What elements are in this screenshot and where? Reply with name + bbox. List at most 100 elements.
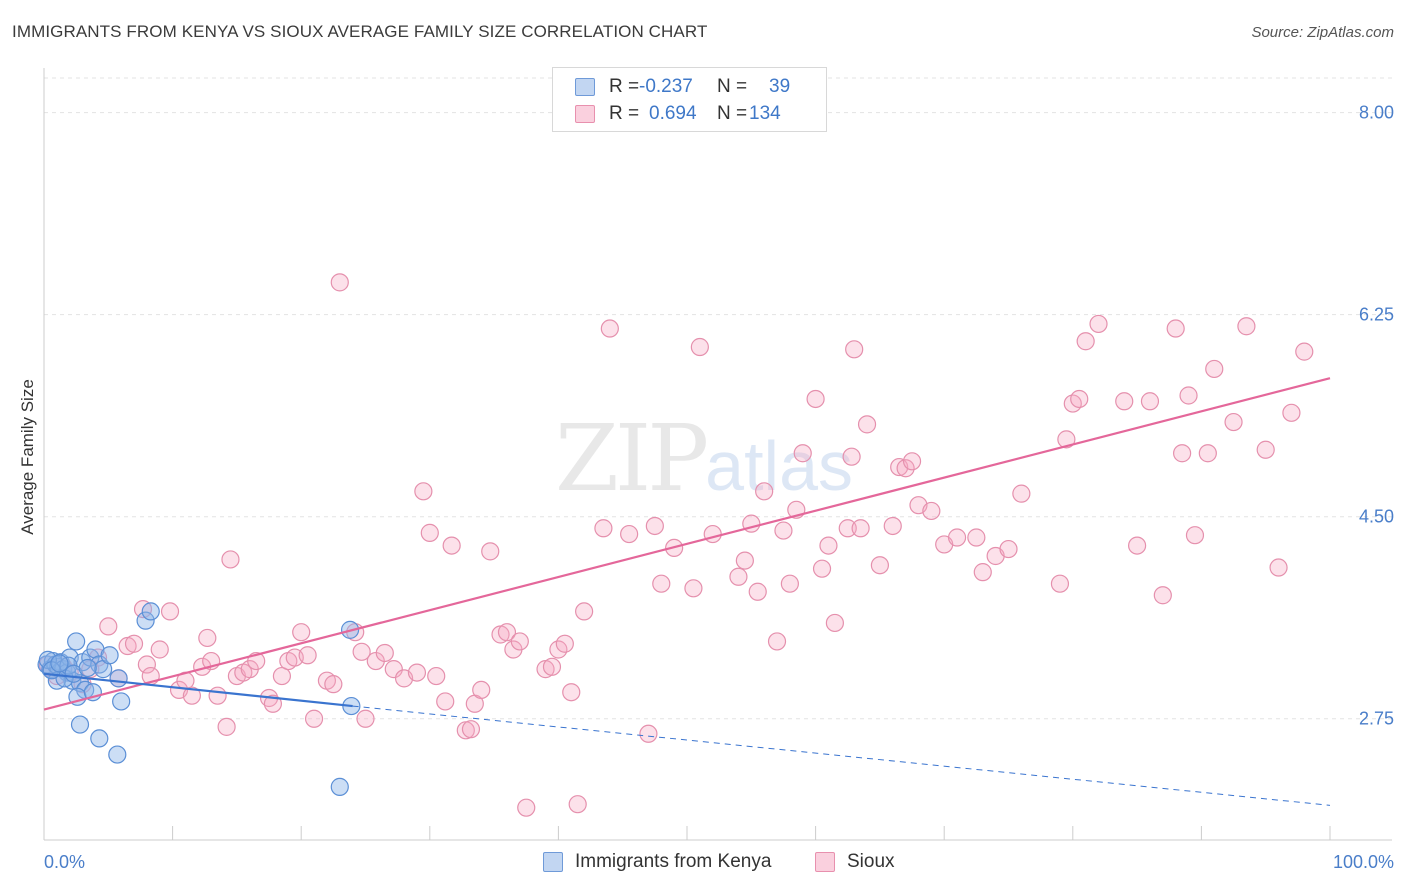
sioux-point (461, 720, 481, 739)
sioux-point (838, 519, 857, 538)
sioux-point (1127, 536, 1147, 555)
sioux-point (217, 717, 236, 736)
sioux-point (1269, 558, 1288, 577)
bottom-legend-sioux: Sioux (815, 851, 895, 873)
sioux-point (1256, 440, 1275, 459)
sioux-point (375, 643, 394, 663)
kenya-point (141, 602, 160, 621)
legend-n-value: 39 (769, 76, 791, 97)
kenya-trendline (43, 672, 353, 708)
kenya-point (90, 729, 109, 748)
sioux-point (1070, 389, 1089, 409)
sioux-point (620, 524, 639, 544)
sioux-point (124, 634, 144, 653)
legend-n-value: 134 (749, 103, 781, 124)
sioux-point (774, 521, 793, 540)
kenya-trendline-extended (352, 705, 1331, 806)
y-tick-label: 6.25 (1358, 304, 1394, 325)
sioux-point (748, 582, 767, 601)
chart-title: IMMIGRANTS FROM KENYA VS SIOUX AVERAGE F… (12, 22, 708, 41)
sioux-point (481, 542, 500, 561)
legend-r-label: R = (609, 103, 640, 124)
sioux-trendline (43, 377, 1331, 711)
sioux-point (819, 536, 838, 555)
y-tick-label: 4.50 (1358, 506, 1394, 527)
sioux-point (427, 666, 446, 686)
sioux-point (845, 340, 864, 359)
sioux-point (542, 657, 562, 676)
sioux-point (1185, 526, 1205, 545)
sioux-point (883, 516, 902, 536)
sioux-point (1205, 359, 1224, 379)
x-tick-label-max: 100.0% (1332, 852, 1394, 872)
sioux-point (555, 634, 574, 653)
bottom-legend-swatch-sioux (815, 852, 835, 872)
sioux-point (420, 523, 439, 542)
sioux-point (472, 680, 491, 700)
legend-row-kenya: R = -0.237 N = 39 (575, 74, 790, 100)
sioux-point (922, 501, 941, 521)
x-tick-label-min: 0.0% (44, 852, 86, 872)
sioux-point (703, 524, 722, 544)
sioux-point (562, 683, 581, 702)
sioux-point (1012, 484, 1031, 503)
sioux-point (684, 579, 703, 598)
sioux-point (436, 692, 455, 711)
sioux-point (639, 724, 658, 743)
sioux-point (517, 798, 536, 817)
sioux-point (150, 640, 169, 659)
kenya-point (50, 654, 69, 673)
sioux-point (263, 694, 283, 713)
sioux-point (600, 319, 619, 338)
sioux-point (1050, 574, 1070, 593)
sioux-point (1153, 586, 1172, 605)
sioux-point (1115, 392, 1134, 411)
sioux-point (735, 551, 754, 570)
bottom-legend-swatch-kenya (543, 852, 563, 872)
sioux-point (324, 675, 343, 694)
sioux-point (780, 574, 799, 593)
sioux-point (1198, 444, 1217, 463)
sioux-point (1057, 430, 1076, 449)
sioux-point (221, 550, 240, 569)
sioux-point (729, 567, 748, 586)
watermark: ZIPatlas (555, 405, 853, 512)
source-label: Source: ZipAtlas.com (1251, 24, 1394, 41)
sioux-point (1076, 332, 1095, 351)
sioux-point (1089, 314, 1108, 334)
sioux-point (1179, 386, 1198, 405)
legend-r-label: R = (609, 76, 640, 97)
sioux-point (857, 415, 877, 434)
sioux-point (1282, 403, 1301, 422)
sioux-point (304, 709, 324, 728)
legend-n-label: N = (717, 103, 748, 124)
watermark-zip: ZIP (555, 405, 709, 512)
sioux-point (896, 459, 915, 478)
kenya-point (67, 632, 86, 651)
sioux-point (137, 655, 156, 674)
sioux-point (160, 602, 180, 621)
sioux-point (1140, 392, 1160, 411)
sioux-point (330, 273, 349, 292)
sioux-point (99, 617, 118, 636)
sioux-point (414, 482, 433, 501)
kenya-point (109, 669, 128, 688)
legend-n-label: N = (717, 76, 748, 97)
sioux-point (967, 528, 986, 547)
watermark-atlas: atlas (705, 427, 854, 505)
sioux-point (973, 563, 992, 582)
kenya-point (100, 646, 119, 665)
legend-swatch-kenya (575, 78, 595, 96)
sioux-point (999, 539, 1018, 559)
correlation-legend: R = -0.237 N = 39 R = 0.694 N = 134 (552, 67, 827, 132)
legend-r-value: -0.237 (639, 76, 693, 97)
sioux-point (198, 628, 217, 648)
sioux-point (407, 663, 427, 682)
sioux-point (298, 646, 317, 665)
bottom-legend-kenya: Immigrants from Kenya (543, 851, 771, 873)
sioux-point (947, 528, 967, 547)
sioux-point (1295, 342, 1314, 361)
sioux-point (755, 482, 774, 501)
sioux-point (208, 686, 227, 705)
